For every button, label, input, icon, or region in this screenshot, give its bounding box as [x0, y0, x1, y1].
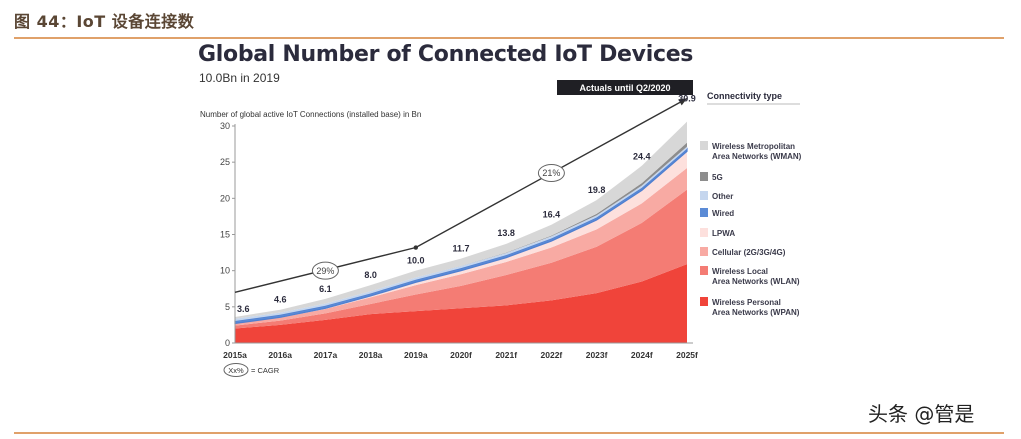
- legend-label-0-1: Area Networks (WMAN): [712, 152, 802, 161]
- axes: 0 5 10 15 20 25 30 2015a 2016a 2017a 2018a 2019a 202…: [200, 110, 698, 360]
- actuals-banner-text: Actuals until Q2/2020: [579, 83, 670, 93]
- area-series-0: [235, 264, 687, 343]
- figure-caption: 图 44：IoT 设备连接数: [14, 12, 195, 31]
- cagr-note-badge-text: Xx%: [228, 366, 244, 375]
- x-tick-label-4: 2019a: [404, 350, 428, 360]
- legend-swatch-6: [700, 266, 708, 275]
- x-tick-label-2: 2017a: [314, 350, 338, 360]
- legend-swatch-2: [700, 191, 708, 200]
- x-tick-label-6: 2021f: [495, 350, 517, 360]
- legend-label-0-0: Wireless Metropolitan: [712, 142, 795, 151]
- legend-swatch-7: [700, 297, 708, 306]
- legend-swatch-5: [700, 247, 708, 256]
- legend-label-6-0: Wireless Local: [712, 267, 768, 276]
- x-tick-label-0: 2015a: [223, 350, 247, 360]
- total-label-4: 10.0: [407, 256, 425, 266]
- x-tick-label-1: 2016a: [268, 350, 292, 360]
- total-label-8: 19.8: [588, 185, 606, 195]
- bottom-rule: [14, 432, 1004, 434]
- cagr-note-text: = CAGR: [251, 366, 280, 375]
- trend-arrowhead: [678, 98, 687, 106]
- total-labels: 3.6 4.6 6.1 8.0 10.0 11.7 13.8 16.4 19.8 24.4 30.9: [237, 93, 696, 313]
- legend-swatch-3: [700, 208, 708, 217]
- legend-label-4-0: LPWA: [712, 229, 735, 238]
- legend-label-7-1: Area Networks (WPAN): [712, 308, 800, 317]
- cagr-ellipse-0: [311, 261, 339, 280]
- total-label-7: 16.4: [543, 209, 561, 219]
- watermark: 头条 @管是: [868, 402, 975, 426]
- cagr-note-badge: [223, 363, 249, 377]
- x-tick-label-7: 2022f: [541, 350, 563, 360]
- legend-label-5-0: Cellular (2G/3G/4G): [712, 248, 786, 257]
- legend-label-6-1: Area Networks (WLAN): [712, 277, 800, 286]
- top-rule: [14, 37, 1004, 39]
- y-tick-label-5: 25: [220, 157, 230, 167]
- cagr-trend: 29% 21%: [234, 97, 688, 294]
- total-label-0: 3.6: [237, 304, 250, 314]
- y-axis-label: Number of global active IoT Connections …: [200, 110, 421, 119]
- legend-label-7-0: Wireless Personal: [712, 298, 781, 307]
- total-label-1: 4.6: [274, 295, 287, 305]
- legend-swatch-0: [700, 141, 708, 150]
- total-label-6: 13.8: [497, 228, 515, 238]
- y-tick-label-4: 20: [220, 193, 230, 203]
- area-series-1: [235, 189, 687, 329]
- y-tick-label-0: 0: [225, 338, 230, 348]
- total-label-10: 30.9: [678, 93, 696, 103]
- legend-swatch-1: [700, 172, 708, 181]
- legend-label-2-0: Other: [712, 192, 733, 201]
- total-label-2: 6.1: [319, 284, 332, 294]
- legend-title: Connectivity type: [707, 91, 782, 101]
- x-tick-label-3: 2018a: [359, 350, 383, 360]
- chart-subtitle: 10.0Bn in 2019: [199, 71, 280, 85]
- cagr-label-1: 21%: [542, 168, 560, 178]
- chart-title: Global Number of Connected IoT Devices: [198, 42, 694, 67]
- x-tick-label-5: 2020f: [450, 350, 472, 360]
- y-tick-label-3: 15: [220, 230, 230, 240]
- total-label-3: 8.0: [364, 270, 377, 280]
- total-label-9: 24.4: [633, 152, 651, 162]
- legend-label-1-0: 5G: [712, 173, 723, 182]
- x-tick-label-8: 2023f: [586, 350, 608, 360]
- stacked-areas: [234, 121, 688, 343]
- cagr-ellipse-1: [537, 164, 565, 183]
- y-tick-label-6: 30: [220, 121, 230, 131]
- actuals-banner-group: Actuals until Q2/2020: [557, 80, 693, 95]
- cagr-label-0: 29%: [316, 266, 334, 276]
- y-tick-label-1: 5: [225, 302, 230, 312]
- cagr-note: Xx% = CAGR: [223, 363, 280, 377]
- x-tick-label-9: 2024f: [631, 350, 653, 360]
- trend-point-2019: [413, 245, 418, 250]
- total-label-5: 11.7: [452, 243, 469, 253]
- legend-swatch-4: [700, 228, 708, 237]
- x-tick-label-10: 2025f: [676, 350, 698, 360]
- legend-label-3-0: Wired: [712, 209, 734, 218]
- actuals-banner: [557, 80, 693, 95]
- y-tick-label-2: 10: [220, 266, 230, 276]
